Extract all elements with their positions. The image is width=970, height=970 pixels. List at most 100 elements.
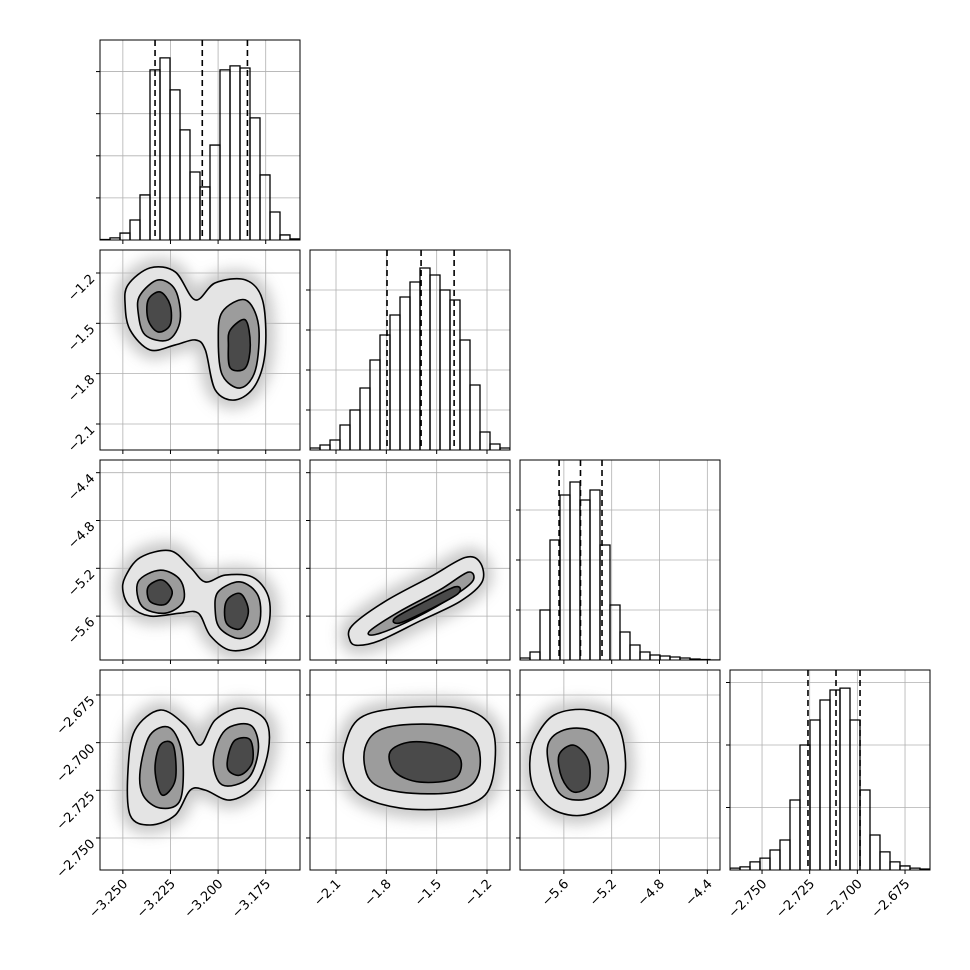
histogram-bin [179, 129, 191, 240]
panel-frame [519, 459, 721, 661]
histogram-bin [639, 651, 651, 660]
contour [227, 318, 252, 372]
histogram-bin [379, 334, 391, 450]
contour [146, 579, 173, 606]
histogram-bin [169, 89, 181, 240]
histogram-bin [349, 409, 361, 450]
y-tick-label: −1.2 [65, 272, 98, 305]
y-tick-label: −5.6 [65, 615, 98, 648]
x-tick-label: −1.8 [362, 877, 395, 910]
histogram-bin [329, 439, 341, 450]
panel [310, 250, 510, 450]
histogram-bin [209, 144, 221, 240]
histogram-bin [559, 494, 571, 660]
x-tick-label: −3.200 [182, 877, 227, 922]
histogram-bin [579, 499, 591, 660]
panel-frame [729, 669, 931, 871]
x-tick-label: −2.700 [821, 877, 866, 922]
histogram-bin [389, 314, 401, 450]
panel [100, 460, 300, 660]
x-tick-label: −2.675 [869, 877, 914, 922]
y-tick-label: −2.700 [54, 741, 99, 786]
y-tick-label: −4.4 [65, 471, 98, 504]
y-tick-label: −2.725 [54, 789, 99, 834]
y-tick-label: −5.2 [65, 567, 98, 600]
panel-frame [309, 249, 511, 451]
histogram-bin [839, 687, 851, 870]
panel [520, 460, 720, 660]
histogram-bin [429, 274, 441, 450]
contour [557, 744, 591, 794]
histogram-bin [659, 655, 671, 660]
histogram-bin [369, 359, 381, 450]
histogram-bin [489, 443, 501, 450]
x-tick-label: −2.725 [773, 877, 818, 922]
panel [310, 670, 510, 870]
histogram-bin [539, 609, 551, 660]
histogram-bin [499, 447, 510, 450]
histogram-bin [239, 67, 251, 240]
y-tick-label: −2.1 [65, 423, 98, 456]
x-tick-label: −1.2 [462, 877, 495, 910]
histogram-bin [449, 299, 461, 450]
histogram-bin [359, 387, 371, 450]
histogram-bin [619, 631, 631, 660]
histogram-bin [469, 384, 481, 450]
contour [223, 592, 250, 631]
panel-frame [309, 669, 511, 871]
histogram-bin [569, 481, 581, 660]
panel [100, 40, 300, 240]
histogram-bin [849, 719, 861, 870]
histogram-bin [129, 219, 141, 240]
histogram-bin [649, 654, 661, 660]
y-tick-label: −4.8 [65, 519, 98, 552]
contour [154, 740, 177, 797]
histogram-bin [279, 234, 291, 240]
histogram-bin [789, 799, 801, 870]
histogram-bin [749, 861, 761, 870]
histogram-bin [289, 238, 300, 240]
histogram-bin [889, 861, 901, 870]
x-tick-label: −2.750 [726, 877, 771, 922]
y-tick-label: −1.5 [65, 322, 98, 355]
histogram-bin [819, 699, 831, 870]
panel [520, 670, 720, 870]
histogram-bin [829, 689, 841, 870]
histogram-bin [769, 849, 781, 870]
histogram-bin [589, 489, 601, 660]
histogram-bin [859, 789, 871, 870]
histogram-bin [159, 57, 171, 240]
contour [388, 740, 463, 784]
histogram-bin [249, 117, 261, 240]
x-tick-label: −3.250 [87, 877, 132, 922]
histogram-bin [269, 211, 281, 240]
panel [100, 670, 300, 870]
histogram-bin [869, 834, 881, 870]
histogram-bin [809, 719, 821, 870]
histogram-bin [339, 424, 351, 450]
x-tick-label: −4.8 [635, 877, 668, 910]
panel-frame [99, 669, 301, 871]
y-tick-label: −2.750 [54, 837, 99, 882]
contour [226, 736, 254, 777]
histogram-bin [629, 644, 641, 660]
x-tick-label: −4.4 [683, 877, 716, 910]
panel-frame [309, 459, 511, 661]
x-tick-label: −5.2 [587, 877, 620, 910]
histogram-bin [229, 65, 241, 240]
panel-frame [99, 459, 301, 661]
histogram-bin [259, 174, 271, 240]
histogram-bin [219, 69, 231, 240]
histogram-bin [779, 839, 791, 870]
histogram-bin [479, 431, 491, 450]
panel [730, 670, 930, 870]
x-tick-label: −1.5 [412, 877, 445, 910]
contour [392, 585, 462, 625]
histogram-bin [399, 296, 411, 450]
x-tick-label: −3.175 [229, 877, 274, 922]
panel-frame [99, 39, 301, 241]
y-tick-label: −1.8 [65, 372, 98, 405]
panel-frame [99, 249, 301, 451]
histogram-bin [319, 444, 331, 450]
